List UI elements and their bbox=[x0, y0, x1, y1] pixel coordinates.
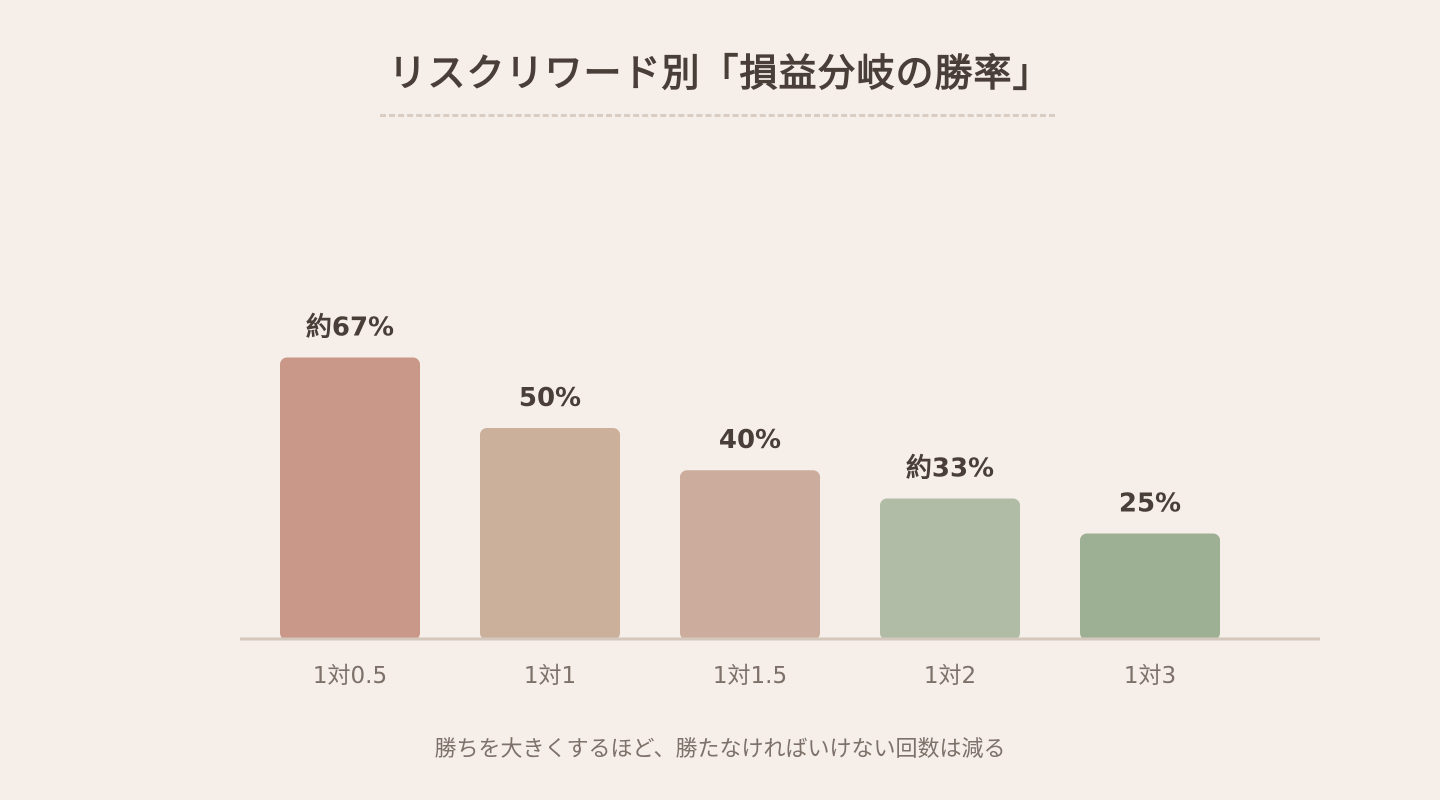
chart-title: リスクリワード別「損益分岐の勝率」 bbox=[388, 51, 1052, 95]
chart-caption: 勝ちを大きくするほど、勝たなければいけない回数は減る bbox=[434, 737, 1006, 762]
bar-4 bbox=[880, 498, 1020, 640]
bar-5 bbox=[1080, 533, 1220, 640]
bar-3 bbox=[680, 470, 820, 640]
value-label-1: 約67% bbox=[306, 312, 394, 343]
x-tick-label-1: 1対0.5 bbox=[313, 663, 387, 689]
value-label-4: 約33% bbox=[906, 452, 994, 483]
value-label-2: 50% bbox=[519, 383, 581, 413]
title-divider bbox=[380, 114, 1055, 117]
bars-group bbox=[280, 357, 1220, 640]
value-label-3: 40% bbox=[719, 425, 781, 455]
x-tick-label-5: 1対3 bbox=[1124, 663, 1176, 689]
x-tick-label-2: 1対1 bbox=[524, 663, 576, 689]
x-tick-label-3: 1対1.5 bbox=[713, 663, 787, 689]
x-tick-labels-group: 1対0.5 1対1 1対1.5 1対2 1対3 bbox=[313, 663, 1176, 689]
value-labels-group: 約67% 50% 40% 約33% 25% bbox=[306, 312, 1181, 519]
x-tick-label-4: 1対2 bbox=[924, 663, 976, 689]
bar-1 bbox=[280, 357, 420, 640]
bar-2 bbox=[480, 428, 620, 640]
value-label-5: 25% bbox=[1119, 489, 1181, 519]
